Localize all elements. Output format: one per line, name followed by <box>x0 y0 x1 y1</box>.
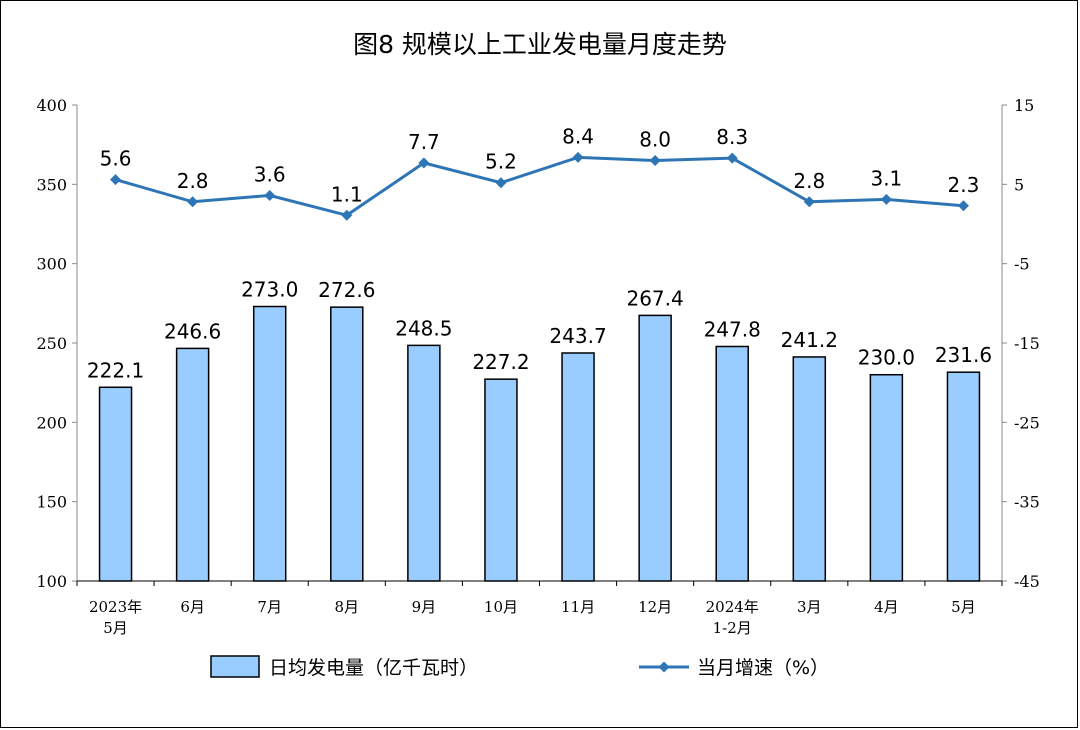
bar-data-label: 230.0 <box>858 346 915 370</box>
bar <box>330 306 364 582</box>
y-right-tick-label: -35 <box>1014 493 1040 512</box>
x-tick-label: 5月 <box>103 619 128 637</box>
bar <box>252 305 287 582</box>
line-point <box>572 151 584 163</box>
line-point <box>418 157 430 169</box>
x-tick-label: 10月 <box>484 598 518 616</box>
legend-line-marker <box>658 661 670 673</box>
line-data-label: 8.0 <box>639 128 671 152</box>
bar-data-label: 267.4 <box>626 286 683 310</box>
y-right-tick-label: 5 <box>1014 175 1024 194</box>
legend: 日均发电量（亿千瓦时） 当月增速（%） <box>210 655 829 679</box>
y-left-tick-label: 200 <box>36 413 67 432</box>
bar-data-label: 222.1 <box>87 358 144 382</box>
y-left-tick-label: 150 <box>36 493 67 512</box>
line-data-label: 8.4 <box>562 124 594 148</box>
line-path <box>115 155 964 217</box>
line-point <box>495 177 507 189</box>
line-point <box>957 200 969 212</box>
line-data-label: 2.8 <box>177 169 209 193</box>
line-data-label: 3.1 <box>870 166 902 190</box>
line-series: 5.6 2.8 3.6 1.1 7.7 5.2 8.4 8.0 8.3 2.8 3.1 2.3 <box>100 124 980 221</box>
bar-data-label: 272.6 <box>318 278 375 302</box>
bar <box>175 347 210 582</box>
line-point <box>187 196 199 208</box>
bar <box>484 378 518 582</box>
x-tick-label: 11月 <box>561 598 595 616</box>
x-tick-label: 2024年 <box>706 598 759 616</box>
bar-data-label: 243.7 <box>549 324 606 348</box>
x-tick-label: 6月 <box>180 598 205 616</box>
line-point <box>649 155 661 167</box>
bar-data-label: 227.2 <box>472 350 529 374</box>
chart-title: 图8 规模以上工业发电量月度走势 <box>353 30 727 59</box>
line-point <box>264 189 276 201</box>
line-data-label: 7.7 <box>408 130 440 154</box>
legend-line-label: 当月增速（%） <box>697 657 829 679</box>
y-left-tick-label: 350 <box>36 175 67 194</box>
bar-data-label: 247.8 <box>704 317 761 341</box>
line-data-label: 2.8 <box>793 169 825 193</box>
bar <box>869 373 904 582</box>
bar <box>638 314 672 582</box>
x-tick-label: 7月 <box>257 598 282 616</box>
bar <box>561 352 595 582</box>
x-tick-label: 5月 <box>951 598 976 616</box>
line-data-label: 5.6 <box>100 147 132 171</box>
line-point <box>803 196 815 208</box>
bar-data-label: 241.2 <box>781 328 838 352</box>
y-right-tick-label: -25 <box>1014 413 1040 432</box>
line-data-label: 5.2 <box>485 150 517 174</box>
bar <box>946 371 981 582</box>
legend-bar-swatch <box>210 655 260 678</box>
line-data-label: 1.1 <box>331 182 363 206</box>
line-point <box>726 152 738 164</box>
legend-bar-label: 日均发电量（亿千瓦时） <box>269 657 478 679</box>
line-point <box>110 174 122 186</box>
line-point <box>880 193 892 205</box>
y-right-tick-label: 15 <box>1014 96 1034 115</box>
bar-data-label: 273.0 <box>241 278 298 302</box>
line-point <box>341 209 353 221</box>
x-tick-label: 4月 <box>874 598 899 616</box>
line-data-label: 8.3 <box>716 125 748 149</box>
y-right-tick-label: -5 <box>1014 255 1030 274</box>
y-left-tick-label: 400 <box>36 96 67 115</box>
y-right-tick-label: -15 <box>1014 334 1040 353</box>
x-tick-label: 9月 <box>412 598 437 616</box>
x-tick-label: 2023年 <box>89 598 142 616</box>
y-right-tick-label: -45 <box>1014 572 1040 591</box>
bar-data-label: 248.5 <box>395 316 452 340</box>
x-tick-label: 3月 <box>797 598 822 616</box>
y-left-tick-label: 250 <box>36 334 67 353</box>
bar-series: 222.1 246.6 273.0 272.6 248.5 227.2 243.7 267.4… <box>87 278 992 582</box>
axes: 100 150 200 250 300 350 400 -45 -35 -25 -15 -5 5 15 20… <box>36 96 1039 637</box>
y-left-tick-label: 300 <box>36 255 67 274</box>
bar <box>792 356 827 582</box>
x-tick-label: 1-2月 <box>713 619 752 637</box>
line-data-label: 2.3 <box>948 173 980 197</box>
x-tick-label: 8月 <box>335 598 360 616</box>
bar-data-label: 246.6 <box>164 319 221 343</box>
bar <box>98 386 133 582</box>
y-left-tick-label: 100 <box>36 572 67 591</box>
line-data-label: 3.6 <box>254 162 286 186</box>
bar-data-label: 231.6 <box>935 343 992 367</box>
bar <box>715 345 749 582</box>
x-tick-label: 12月 <box>638 598 672 616</box>
bar <box>407 344 441 582</box>
